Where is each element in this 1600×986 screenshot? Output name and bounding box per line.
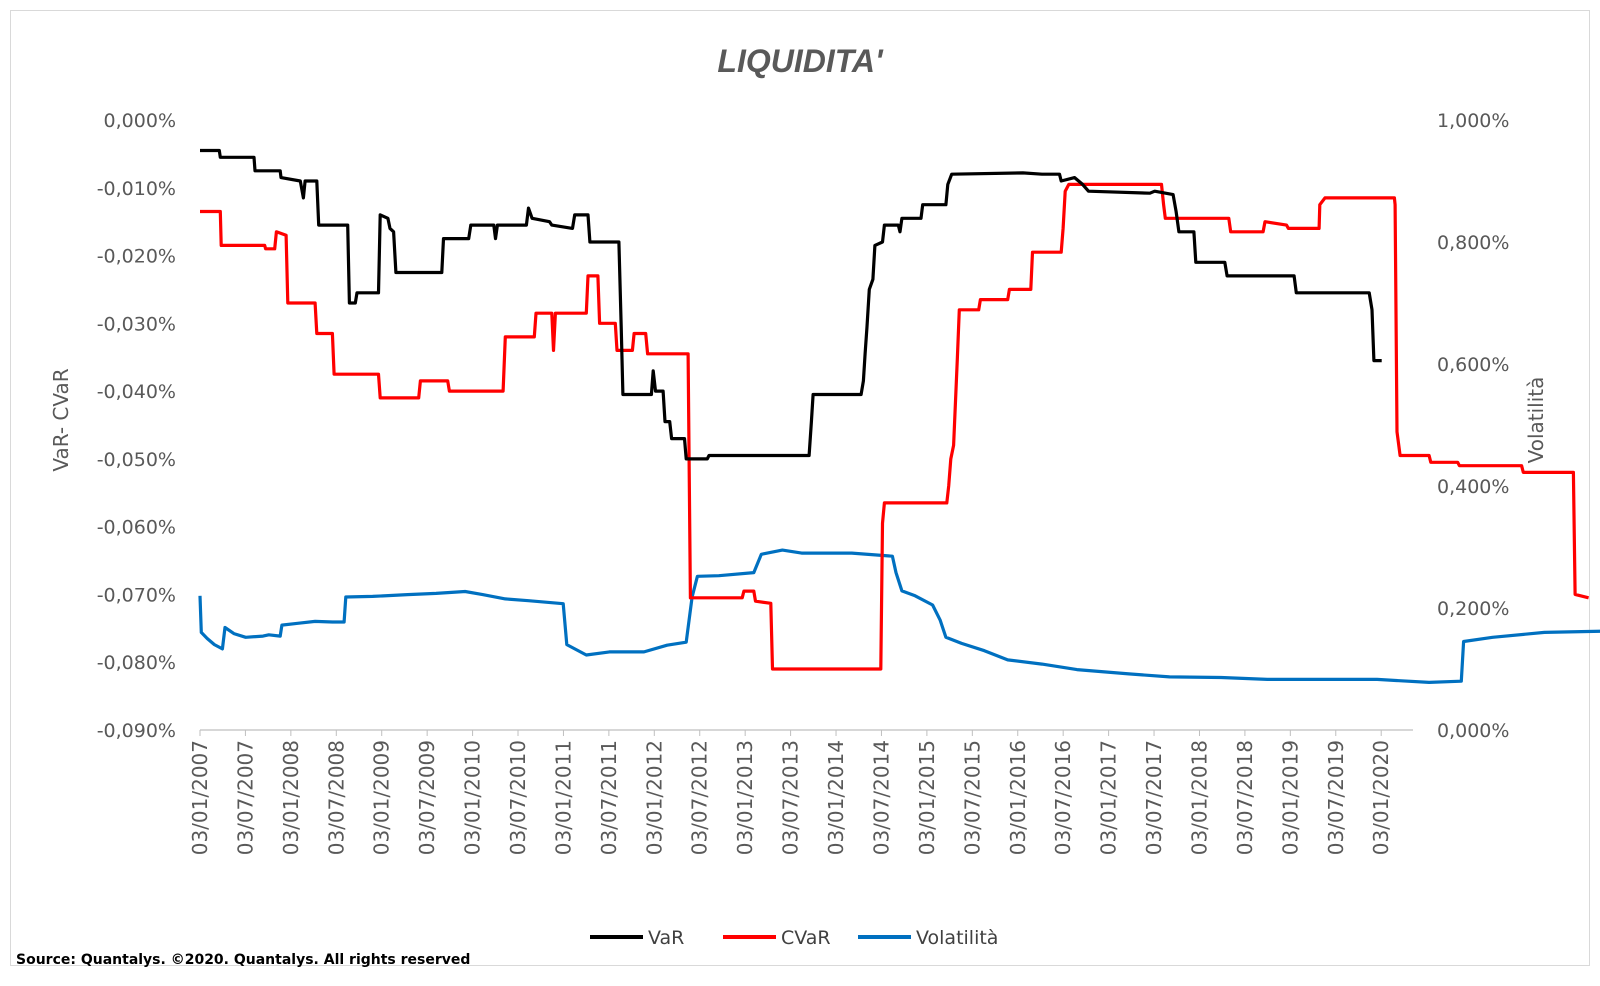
x-tick-label: 03/01/2011 [551, 740, 575, 855]
y-tick-label: -0,050% [97, 449, 176, 471]
source-note: Source: Quantalys. ©2020. Quantalys. All… [16, 952, 471, 968]
y2-axis-title: Volatilità [1524, 377, 1548, 464]
y-tick-label: -0,020% [97, 246, 176, 268]
x-tick-label: 03/07/2007 [233, 740, 257, 855]
legend-label-cvar: CVaR [781, 927, 831, 949]
y-axis-title: VaR- CVaR [49, 368, 73, 471]
x-tick-label: 03/01/2010 [461, 740, 485, 855]
x-tick-label: 03/07/2013 [779, 740, 803, 855]
x-tick-label: 03/07/2016 [1051, 740, 1075, 855]
y-tick-label: -0,040% [97, 381, 176, 403]
x-tick-label: 03/01/2016 [1006, 740, 1030, 855]
chart-frame [10, 10, 1590, 966]
x-tick-label: 03/07/2011 [597, 740, 621, 855]
y-tick-label: 0,000% [104, 110, 176, 132]
y-tick-label: -0,070% [97, 584, 176, 606]
x-tick-label: 03/07/2010 [506, 740, 530, 855]
y-tick-label: -0,090% [97, 720, 176, 742]
x-tick-label: 03/01/2014 [824, 740, 848, 855]
x-tick-label: 03/01/2007 [188, 740, 212, 855]
chart-title: LIQUIDITA' [717, 43, 884, 79]
x-tick-label: 03/01/2009 [370, 740, 394, 855]
legend: VaR CVaR Volatilità [590, 927, 998, 949]
x-tick-label: 03/07/2018 [1233, 740, 1257, 855]
y2-tick-label: 0,800% [1437, 232, 1509, 254]
x-tick-label: 03/07/2015 [960, 740, 984, 855]
x-tick-label: 03/01/2019 [1278, 740, 1302, 855]
legend-label-volatility: Volatilità [916, 927, 998, 949]
x-tick-label: 03/07/2014 [869, 740, 893, 855]
x-tick-label: 03/01/2013 [733, 740, 757, 855]
x-tick-label: 03/07/2012 [688, 740, 712, 855]
y-tick-label: -0,010% [97, 178, 176, 200]
y-tick-label: -0,060% [97, 517, 176, 539]
axes: 0,000% -0,010% -0,020% -0,030% -0,040% -0,050… [97, 110, 1510, 855]
series-line-var [200, 148, 1382, 461]
x-tick-label: 03/01/2012 [642, 740, 666, 855]
x-tick-label: 03/01/2008 [279, 740, 303, 855]
series-lines [198, 148, 1600, 684]
x-tick-label: 03/01/2018 [1187, 740, 1211, 855]
x-tick-label: 03/01/2017 [1097, 740, 1121, 855]
y2-tick-label: 0,000% [1437, 720, 1509, 742]
legend-label-var: VaR [648, 927, 684, 949]
y2-tick-label: 1,000% [1437, 110, 1509, 132]
y-tick-label: -0,030% [97, 313, 176, 335]
x-tick-label: 03/07/2009 [415, 740, 439, 855]
series-line-cvar [200, 182, 1589, 671]
x-tick-label: 03/01/2020 [1369, 740, 1393, 855]
x-tick-label: 03/07/2008 [324, 740, 348, 855]
x-tick-label: 03/01/2015 [915, 740, 939, 855]
x-tick-label: 03/07/2017 [1142, 740, 1166, 855]
x-tick-label: 03/07/2019 [1324, 740, 1348, 855]
y2-tick-label: 0,200% [1437, 598, 1509, 620]
y-tick-label: -0,080% [97, 652, 176, 674]
y2-tick-label: 0,400% [1437, 476, 1509, 498]
y2-tick-label: 0,600% [1437, 354, 1509, 376]
series-line-volatilit [198, 548, 1600, 684]
